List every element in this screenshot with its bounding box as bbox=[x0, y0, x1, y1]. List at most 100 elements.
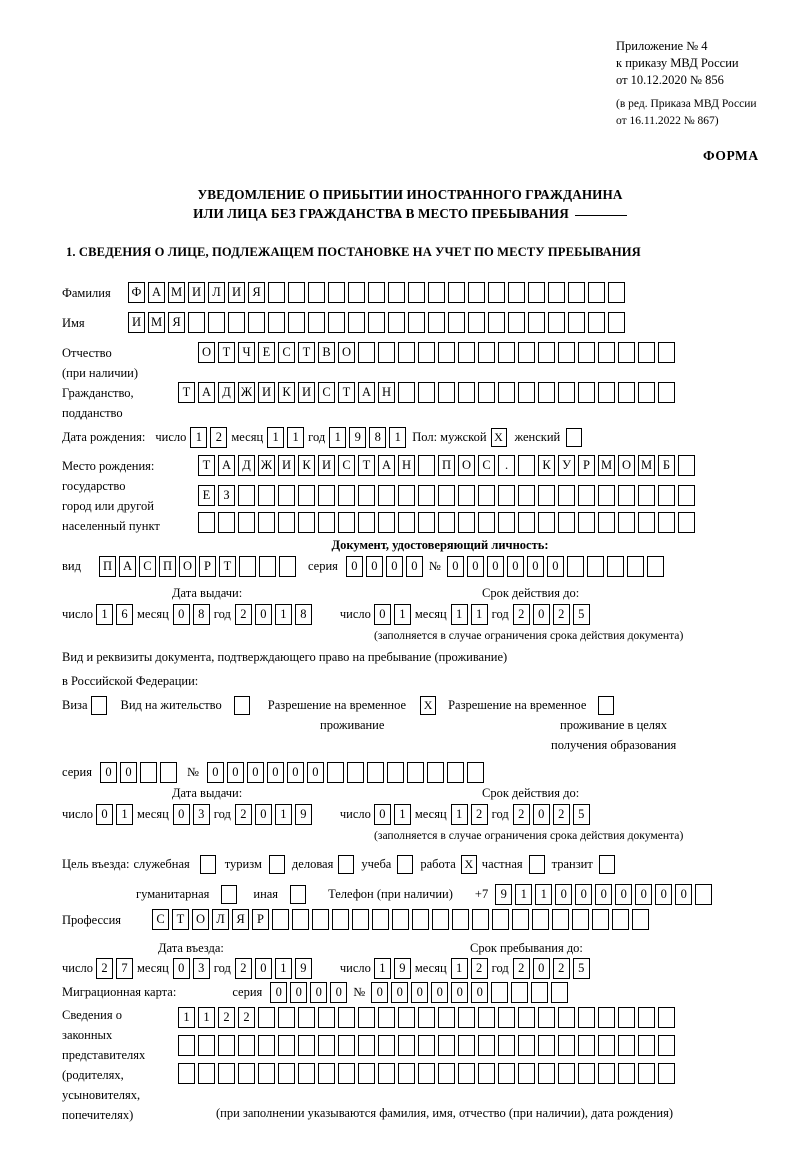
char-cell[interactable]: О bbox=[458, 455, 475, 476]
char-cell[interactable] bbox=[318, 485, 335, 506]
char-cell[interactable]: 9 bbox=[393, 958, 411, 979]
char-cell[interactable] bbox=[418, 1035, 435, 1056]
char-cell[interactable] bbox=[658, 1007, 675, 1028]
char-cell[interactable] bbox=[618, 485, 635, 506]
char-cell[interactable] bbox=[578, 1007, 595, 1028]
char-cell[interactable]: 0 bbox=[532, 958, 550, 979]
char-cell[interactable] bbox=[438, 1063, 455, 1084]
char-cell[interactable] bbox=[288, 282, 305, 303]
char-cell[interactable] bbox=[358, 1007, 375, 1028]
sex-female-checkbox[interactable] bbox=[566, 428, 583, 447]
purpose-private-checkbox[interactable] bbox=[528, 855, 545, 874]
char-cell[interactable] bbox=[538, 1007, 555, 1028]
char-cell[interactable] bbox=[458, 1007, 475, 1028]
char-cell[interactable] bbox=[358, 1035, 375, 1056]
char-cell[interactable] bbox=[418, 1007, 435, 1028]
char-cell[interactable]: 3 bbox=[192, 958, 210, 979]
char-cell[interactable] bbox=[638, 342, 655, 363]
char-cell[interactable]: 0 bbox=[506, 556, 524, 577]
char-cell[interactable] bbox=[326, 762, 344, 783]
char-cell[interactable]: 0 bbox=[391, 982, 409, 1003]
char-cell[interactable]: Б bbox=[658, 455, 675, 476]
char-cell[interactable]: 0 bbox=[675, 884, 693, 905]
purpose-study-checkbox[interactable] bbox=[397, 855, 414, 874]
char-cell[interactable] bbox=[238, 1063, 255, 1084]
char-cell[interactable] bbox=[558, 382, 575, 403]
char-cell[interactable] bbox=[478, 1063, 495, 1084]
char-cell[interactable]: 0 bbox=[373, 604, 391, 625]
char-cell[interactable]: Т bbox=[358, 455, 375, 476]
char-cell[interactable]: 0 bbox=[446, 556, 464, 577]
char-cell[interactable] bbox=[518, 1063, 535, 1084]
char-cell[interactable] bbox=[338, 1035, 355, 1056]
char-cell[interactable]: 2 bbox=[512, 958, 530, 979]
char-cell[interactable]: 2 bbox=[96, 958, 114, 979]
char-cell[interactable] bbox=[578, 512, 595, 533]
char-cell[interactable]: Р bbox=[198, 556, 216, 577]
char-cell[interactable]: С bbox=[278, 342, 295, 363]
representatives-row-2-input[interactable] bbox=[178, 1035, 675, 1056]
char-cell[interactable] bbox=[638, 1035, 655, 1056]
char-cell[interactable] bbox=[208, 312, 225, 333]
char-cell[interactable] bbox=[388, 282, 405, 303]
char-cell[interactable] bbox=[532, 909, 549, 930]
char-cell[interactable]: О bbox=[178, 556, 196, 577]
char-cell[interactable] bbox=[428, 312, 445, 333]
char-cell[interactable] bbox=[428, 282, 445, 303]
birthplace-row-3-input[interactable] bbox=[198, 512, 695, 533]
char-cell[interactable] bbox=[498, 1063, 515, 1084]
char-cell[interactable] bbox=[568, 282, 585, 303]
char-cell[interactable] bbox=[378, 1063, 395, 1084]
char-cell[interactable]: 1 bbox=[274, 604, 292, 625]
char-cell[interactable]: Я bbox=[248, 282, 265, 303]
char-cell[interactable]: 8 bbox=[192, 604, 210, 625]
char-cell[interactable]: Р bbox=[252, 909, 269, 930]
char-cell[interactable] bbox=[578, 485, 595, 506]
char-cell[interactable] bbox=[392, 909, 409, 930]
char-cell[interactable] bbox=[572, 909, 589, 930]
char-cell[interactable] bbox=[418, 342, 435, 363]
char-cell[interactable] bbox=[398, 382, 415, 403]
char-cell[interactable] bbox=[578, 382, 595, 403]
char-cell[interactable] bbox=[238, 512, 255, 533]
char-cell[interactable] bbox=[548, 312, 565, 333]
char-cell[interactable] bbox=[558, 1007, 575, 1028]
char-cell[interactable] bbox=[298, 1063, 315, 1084]
char-cell[interactable] bbox=[518, 1007, 535, 1028]
char-cell[interactable] bbox=[548, 282, 565, 303]
char-cell[interactable]: В bbox=[318, 342, 335, 363]
char-cell[interactable]: 0 bbox=[96, 804, 114, 825]
purpose-official-checkbox[interactable] bbox=[199, 855, 216, 874]
char-cell[interactable] bbox=[606, 556, 624, 577]
char-cell[interactable]: 0 bbox=[365, 556, 383, 577]
char-cell[interactable]: Ж bbox=[258, 455, 275, 476]
char-cell[interactable] bbox=[626, 556, 644, 577]
char-cell[interactable] bbox=[638, 382, 655, 403]
purpose-transit-checkbox[interactable] bbox=[598, 855, 615, 874]
char-cell[interactable] bbox=[366, 762, 384, 783]
char-cell[interactable] bbox=[258, 556, 276, 577]
temporary-residence-checkbox[interactable]: X bbox=[420, 696, 437, 715]
char-cell[interactable]: 0 bbox=[532, 804, 550, 825]
char-cell[interactable]: 0 bbox=[266, 762, 284, 783]
char-cell[interactable] bbox=[578, 342, 595, 363]
char-cell[interactable]: Д bbox=[218, 382, 235, 403]
char-cell[interactable] bbox=[358, 342, 375, 363]
char-cell[interactable]: 0 bbox=[635, 884, 653, 905]
char-cell[interactable]: 2 bbox=[218, 1007, 235, 1028]
purpose-business-checkbox[interactable] bbox=[338, 855, 355, 874]
char-cell[interactable]: Н bbox=[398, 455, 415, 476]
char-cell[interactable] bbox=[478, 1007, 495, 1028]
char-cell[interactable] bbox=[312, 909, 329, 930]
char-cell[interactable]: Л bbox=[208, 282, 225, 303]
